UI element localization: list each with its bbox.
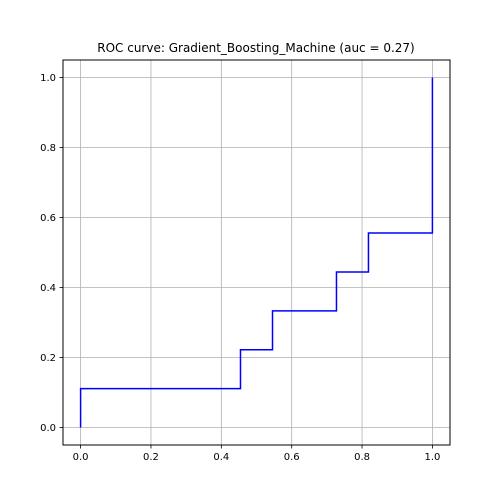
x-tick-label: 0.0 xyxy=(73,452,89,463)
x-tick-label: 0.2 xyxy=(143,452,159,463)
roc-curve-line xyxy=(79,77,434,428)
y-tick-label: 1.0 xyxy=(40,73,56,84)
ticks: 0.0 0.2 0.4 0.6 0.8 1.0 0.0 0.2 0.4 0.6 0.8 1.0 xyxy=(40,73,440,463)
y-tick-label: 0.6 xyxy=(40,213,56,224)
chart-title: ROC curve: Gradient_Boosting_Machine (au… xyxy=(97,41,414,55)
x-tick-label: 0.8 xyxy=(354,452,370,463)
y-tick-label: 0.0 xyxy=(40,423,56,434)
x-tick-label: 0.4 xyxy=(213,452,229,463)
x-tick-label: 1.0 xyxy=(424,452,440,463)
series-layer xyxy=(79,77,434,428)
plot-area-frame xyxy=(62,59,451,446)
y-tick-label: 0.8 xyxy=(40,143,56,154)
x-tick-label: 0.6 xyxy=(284,452,300,463)
y-tick-label: 0.2 xyxy=(40,353,56,364)
y-tick-label: 0.4 xyxy=(40,283,56,294)
